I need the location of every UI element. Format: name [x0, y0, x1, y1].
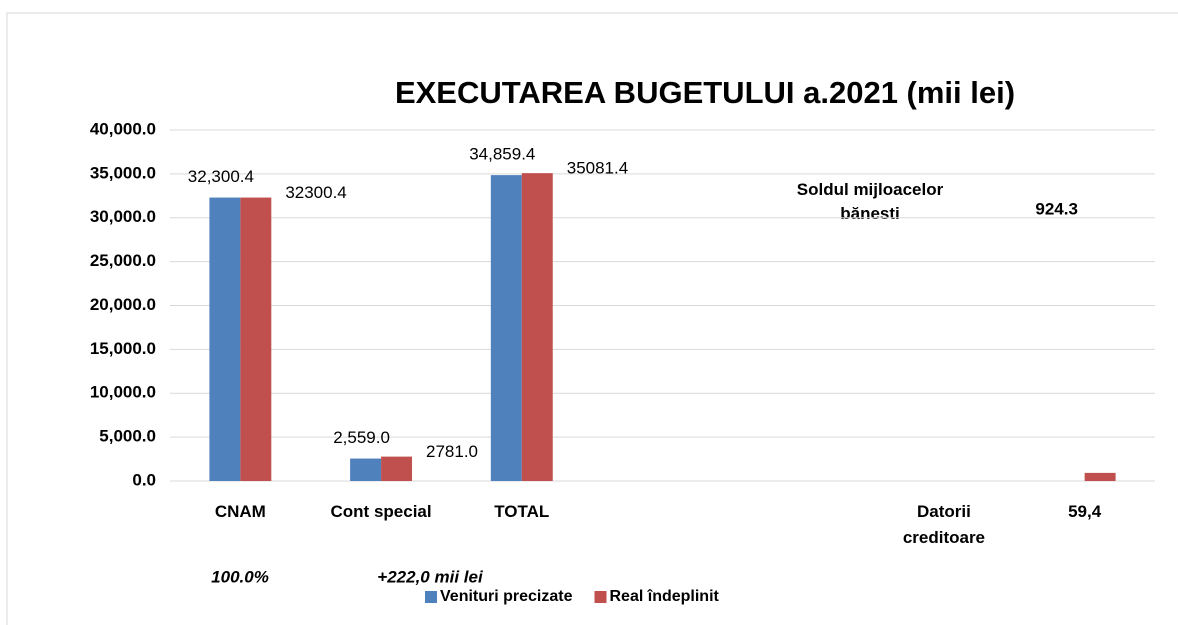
x-tick-label: Cont special [330, 502, 432, 521]
y-tick-label: 25,000.0 [90, 251, 156, 270]
x-label-box: 59,4 [1068, 502, 1102, 521]
bar [209, 197, 241, 481]
y-tick-label: 35,000.0 [90, 163, 156, 182]
value-label: 35081.4 [567, 159, 628, 178]
value-label: 32300.4 [285, 183, 346, 202]
bar [240, 197, 272, 481]
frame [6, 12, 1178, 625]
bar [490, 175, 522, 481]
y-tick-label: 20,000.0 [90, 295, 156, 314]
legend-label: Venituri precizate [440, 588, 573, 605]
chart-title: EXECUTAREA BUGETULUI a.2021 (mii lei) [395, 75, 1015, 110]
y-tick-label: 40,000.0 [90, 119, 156, 138]
legend-label: Real îndeplinit [610, 588, 720, 605]
y-tick-label: 10,000.0 [90, 383, 156, 402]
value-label: 924.3 [1035, 199, 1078, 218]
annotation: Soldul mijloacelor bănesti [796, 180, 944, 223]
value-label: 2781.0 [426, 442, 478, 461]
bar [350, 458, 382, 481]
bar [1084, 472, 1116, 481]
x-tick-label: 59,4 [1068, 502, 1102, 521]
y-tick-label: 15,000.0 [90, 339, 156, 358]
x-label-box: Datorii creditoare [902, 502, 986, 547]
value-label: 34,859.4 [469, 145, 535, 164]
value-label: 32,300.4 [188, 167, 254, 186]
annotation: +222,0 mii lei [377, 567, 484, 586]
value-label: 2,559.0 [333, 428, 390, 447]
y-tick-label: 5,000.0 [99, 427, 156, 446]
x-label-box: CNAM [214, 502, 266, 521]
legend-swatch [425, 591, 437, 603]
x-tick-label: Datorii creditoare [902, 502, 986, 547]
annotation: 100.0% [211, 567, 269, 586]
bar [521, 173, 553, 482]
annotation-box: Soldul mijloacelor bănesti [796, 180, 944, 223]
x-tick-label: CNAM [214, 502, 266, 521]
x-label-box: TOTAL [494, 502, 550, 521]
x-label-box: Cont special [330, 502, 432, 521]
y-tick-label: 30,000.0 [90, 207, 156, 226]
bar [381, 456, 413, 481]
legend-swatch [594, 591, 607, 603]
y-tick-label: 0.0 [132, 470, 156, 489]
x-tick-label: TOTAL [494, 502, 550, 521]
